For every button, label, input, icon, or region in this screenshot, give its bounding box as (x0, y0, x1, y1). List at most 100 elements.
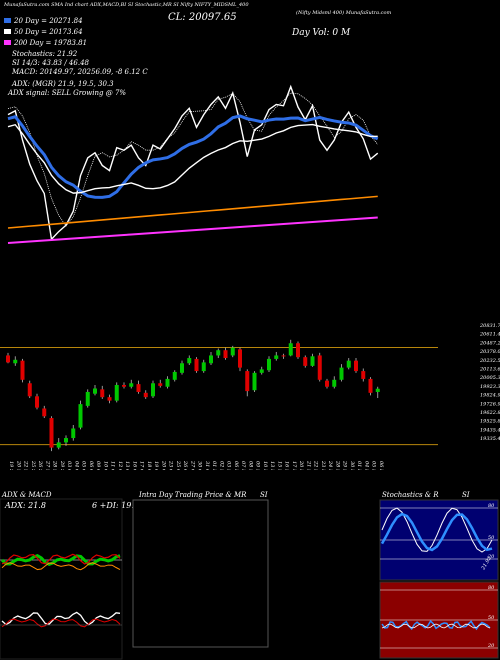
candle-body (209, 355, 213, 364)
candle-body (20, 360, 25, 380)
adx-panel-frame (0, 498, 123, 660)
candle-body (325, 380, 329, 387)
date-tick-label: 05 Dec (371, 461, 377, 470)
candle-body (13, 359, 18, 364)
date-tick-label: 27 Oct (189, 460, 195, 470)
date-tick-label: 20 Sep (15, 460, 21, 470)
date-tick-label: 20 Oct (160, 460, 166, 470)
candle-body (346, 360, 351, 368)
sma20-line (7, 114, 379, 199)
date-tick-label: 04 Dec (363, 461, 369, 470)
sma50-line (7, 123, 378, 194)
candle-body (259, 369, 264, 373)
price-tick-label: 19435.45 (480, 427, 500, 433)
date-tick-label: 31 Oct (204, 461, 210, 470)
candle-body (361, 371, 366, 379)
candle-body (339, 367, 344, 380)
candle-body (35, 396, 39, 408)
adx-panel-value: ADX: 21.8 (5, 501, 46, 510)
date-tick-label: 22 Nov (313, 460, 319, 470)
candle-body (49, 418, 54, 448)
adx-plus-di-line (0, 553, 121, 567)
mrsi-tick-label: 50 (488, 615, 495, 621)
date-tick-label: 06 Oct (88, 461, 94, 470)
date-tick-label: 13 Nov (269, 461, 275, 470)
price-tick-label: 19525.85 (480, 419, 500, 425)
mr-panel-si: SI (260, 491, 268, 499)
candle-body (180, 363, 184, 373)
candle-body (194, 358, 199, 372)
date-tick-label: 30 Oct (197, 461, 203, 470)
mrsi-tick-label: 80 (488, 585, 495, 591)
stochastics-value: Stochastics: 21.92 (12, 50, 78, 58)
price-tick-label: 19335.45 (480, 436, 500, 442)
date-tick-label: 07 Nov (240, 461, 246, 470)
date-tick-label: 25 Sep (30, 460, 36, 470)
ema-line (7, 195, 378, 229)
stoch-d-line (380, 512, 493, 552)
candle-body (267, 358, 271, 371)
price-tick-label: 19726.91 (480, 401, 500, 407)
date-tick-label: 02 Nov (218, 461, 224, 470)
candle-body (114, 385, 119, 401)
date-tick-label: 23 Nov (320, 460, 326, 470)
candle-body (223, 350, 228, 359)
date-tick-label: 09 Nov (255, 461, 261, 470)
adx-panel-title: ADX & MACD (2, 491, 52, 499)
date-tick-label: 26 Oct (182, 460, 188, 470)
price-tick-label: 19622.86 (480, 410, 500, 416)
candle-body (332, 379, 337, 387)
date-tick-label: 11 Oct (110, 461, 116, 470)
candle-body (129, 383, 134, 387)
macd-signal-line (1, 618, 121, 628)
date-tick-label: 16 Oct (131, 461, 137, 470)
candle-body (143, 392, 148, 398)
adx-minus-di-line (1, 553, 121, 565)
sma50-swatch (4, 29, 11, 34)
date-tick-label: 29 Sep (59, 460, 65, 470)
date-tick-label: 09 Oct (95, 461, 101, 470)
stoch-panel-si: SI (462, 491, 470, 499)
candle-body (288, 343, 293, 356)
candle-body (252, 372, 257, 391)
date-tick-label: 27 Sep (44, 460, 50, 470)
sma20-swatch (4, 18, 11, 23)
candle-body (274, 355, 279, 359)
candle-body (303, 357, 308, 366)
mrsi-signal-line (381, 623, 491, 629)
candle-body (201, 362, 206, 372)
date-tick-label: 16 Nov (284, 461, 290, 470)
day-volume-label: Day Vol: 0 M (292, 28, 351, 38)
date-tick-label: 03 Oct (66, 461, 72, 470)
candle-body (122, 385, 126, 387)
macd-line (1, 611, 121, 626)
candle-body (368, 378, 373, 393)
stoch-tick-label: 20 (487, 554, 495, 560)
candle-body (165, 378, 170, 387)
candle-body (375, 388, 380, 392)
price-tick-label: 20487.2 (479, 340, 500, 346)
candle-body (107, 397, 112, 401)
candle-body (172, 371, 177, 380)
adx-value: ADX: (MGR) 21.9, 19.5, 30.3 (12, 80, 114, 88)
date-tick-label: 01 Dec (356, 461, 362, 470)
date-tick-label: 05 Oct (81, 461, 87, 470)
price-tick-label: 19824.90 (480, 393, 500, 399)
candle-body (296, 343, 300, 358)
mr-panel-box (132, 499, 269, 648)
date-tick-label: 19 Oct (153, 461, 159, 470)
date-tick-label: 13 Oct (124, 461, 130, 470)
candle-body (317, 355, 322, 380)
date-tick-label: 06 Nov (233, 461, 239, 470)
stoch-tick-label: 50 (488, 535, 495, 541)
candle-body (158, 383, 163, 386)
date-tick-label: 21 Nov (305, 460, 311, 470)
close-line (7, 84, 379, 241)
candle-body (85, 391, 90, 406)
price-chart: 20831.71 20611.4 20487.2 20378.00 20232.57 20… (0, 84, 500, 470)
date-tick-label: 12 Oct (117, 461, 123, 470)
candle-body (93, 388, 97, 394)
top-strip: MunafaSutra.com SMA Ind chart ADX,MACD,B… (4, 2, 249, 8)
price-tick-label: 20005.34 (479, 375, 500, 381)
date-tick-label: 15 Nov (276, 461, 282, 470)
